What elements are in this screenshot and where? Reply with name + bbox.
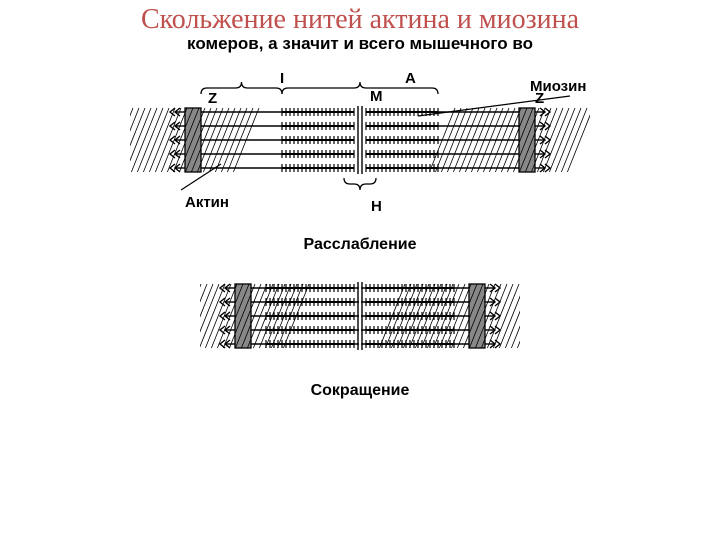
- label-myosin: Миозин: [530, 78, 586, 95]
- label-actin: Актин: [185, 194, 229, 211]
- cutoff-fragment: комеров, а значит и всего мышечного во: [0, 34, 720, 54]
- label-Z-left: Z: [208, 90, 217, 107]
- page-title: Скольжение нитей актина и миозина: [0, 0, 720, 36]
- caption-contracted: Сокращение: [0, 382, 720, 400]
- title-text: Скольжение нитей актина и миозина: [141, 4, 579, 35]
- sarcomere-contracted: [200, 270, 520, 380]
- label-H: H: [371, 198, 382, 215]
- caption-relaxed-text: Расслабление: [304, 236, 417, 253]
- label-A: A: [405, 70, 416, 87]
- label-M: M: [370, 88, 383, 105]
- cutoff-text: комеров, а значит и всего мышечного во: [187, 34, 533, 53]
- caption-contracted-text: Сокращение: [311, 382, 410, 399]
- label-I: I: [280, 70, 284, 87]
- sarcomere-contracted-svg: [200, 270, 520, 380]
- sarcomere-relaxed: I A M Z Z Миозин Актин H: [130, 64, 590, 234]
- caption-relaxed: Расслабление: [0, 236, 720, 254]
